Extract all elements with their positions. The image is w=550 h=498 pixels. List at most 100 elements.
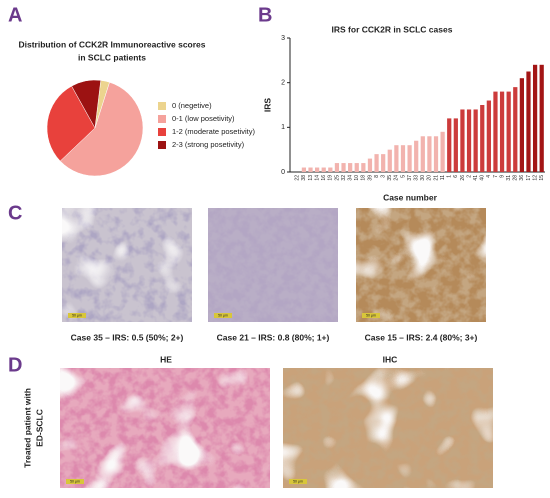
y-tick-label: 3 <box>281 35 285 42</box>
bar <box>348 163 353 172</box>
x-tick-label: 16 <box>321 175 327 181</box>
legend-swatch <box>158 141 166 149</box>
bar <box>374 154 379 172</box>
x-tick-label: 28 <box>513 175 519 181</box>
bar <box>466 109 472 172</box>
micrograph <box>208 208 338 322</box>
bar <box>414 140 419 172</box>
bar <box>315 167 320 172</box>
bar <box>381 154 386 172</box>
scale-bar-label: 50 µm <box>70 479 80 483</box>
bar <box>473 109 478 172</box>
pie-title: Distribution of CCK2R Immunoreactive sco… <box>18 39 205 49</box>
x-tick-label: 10 <box>354 175 360 181</box>
x-tick-label: 12 <box>532 175 538 181</box>
x-tick-label: 41 <box>473 175 479 181</box>
x-tick-label: 31 <box>506 175 512 181</box>
legend-label: 0-1 (low posetivity) <box>172 114 235 123</box>
x-tick-label: 15 <box>539 175 545 181</box>
y-axis-label: IRS <box>262 98 272 113</box>
scale-bar-label: 50 µm <box>218 313 228 317</box>
micrograph <box>283 368 493 488</box>
bar <box>407 145 412 172</box>
x-tick-label: 22 <box>295 175 301 181</box>
x-tick-label: 14 <box>314 175 320 181</box>
x-tick-label: 26 <box>460 175 466 181</box>
x-tick-label: 17 <box>526 175 532 181</box>
bar <box>486 100 491 172</box>
caption: Case 15 – IRS: 2.4 (80%; 3+) <box>365 332 478 342</box>
pie-slice <box>46 85 96 162</box>
bar <box>480 105 485 172</box>
bar <box>526 71 531 172</box>
row-label: Treated patient with <box>22 388 32 468</box>
x-tick-label: 4 <box>486 175 492 178</box>
x-tick-label: 13 <box>308 175 314 181</box>
x-tick-label: 33 <box>414 175 420 181</box>
x-tick-label: 30 <box>420 175 426 181</box>
caption: Case 21 – IRS: 0.8 (80%; 1+) <box>217 332 330 342</box>
x-tick-label: 40 <box>480 175 486 181</box>
x-axis-label: Case number <box>383 192 438 202</box>
bar <box>341 163 346 172</box>
bar <box>334 163 340 172</box>
x-tick-label: 9 <box>499 175 505 178</box>
bar <box>539 64 544 172</box>
bar <box>308 167 313 172</box>
x-tick-label: 6 <box>453 175 459 178</box>
x-tick-label: 11 <box>440 175 446 180</box>
x-tick-label: 7 <box>493 175 499 178</box>
x-tick-label: 18 <box>361 175 367 181</box>
scale-bar-label: 50 µm <box>366 313 376 317</box>
x-tick-label: 5 <box>400 175 406 178</box>
x-tick-label: 21 <box>433 175 439 181</box>
bar <box>460 109 465 172</box>
bar <box>387 149 392 172</box>
pie-slice <box>59 81 144 177</box>
y-tick-label: 2 <box>281 80 285 87</box>
y-tick-label: 0 <box>281 169 285 176</box>
micrograph <box>356 208 486 322</box>
bar <box>532 64 538 172</box>
bar <box>394 145 399 172</box>
panel-letter: B <box>258 4 272 26</box>
x-tick-label: 24 <box>394 175 400 181</box>
panel-letter: C <box>8 202 22 224</box>
x-tick-label: 39 <box>367 175 373 181</box>
legend-label: 2-3 (strong posetivity) <box>172 140 245 149</box>
x-tick-label: 25 <box>334 175 340 181</box>
x-tick-label: 38 <box>301 175 307 181</box>
scale-bar-label: 50 µm <box>293 479 303 483</box>
legend-swatch <box>158 128 166 136</box>
column-label: HE <box>160 354 172 364</box>
x-tick-label: 36 <box>519 175 525 181</box>
x-tick-label: 8 <box>374 175 380 178</box>
bar <box>301 167 307 172</box>
x-tick-label: 20 <box>427 175 433 181</box>
bar <box>367 158 373 172</box>
bar <box>433 136 439 172</box>
bar <box>361 163 366 172</box>
row-label: ED-SCLC <box>34 409 44 447</box>
bar <box>328 167 333 172</box>
column-label: IHC <box>383 354 398 364</box>
legend-swatch <box>158 115 166 123</box>
bar <box>453 118 458 172</box>
bar <box>420 136 425 172</box>
bar <box>506 91 511 172</box>
bar-title: IRS for CCK2R in SCLC cases <box>332 24 453 34</box>
bar <box>321 167 326 172</box>
bar <box>513 87 518 172</box>
bar <box>519 78 524 172</box>
x-tick-label: 19 <box>328 175 334 181</box>
x-tick-label: 2 <box>466 175 472 178</box>
scale-bar-label: 50 µm <box>72 313 82 317</box>
micrograph <box>60 368 270 488</box>
bar <box>440 131 445 172</box>
bar <box>427 136 432 172</box>
legend-label: 0 (negetive) <box>172 101 212 110</box>
panel-letter: A <box>8 4 22 26</box>
x-tick-label: 1 <box>447 175 453 178</box>
x-tick-label: 3 <box>380 175 386 178</box>
